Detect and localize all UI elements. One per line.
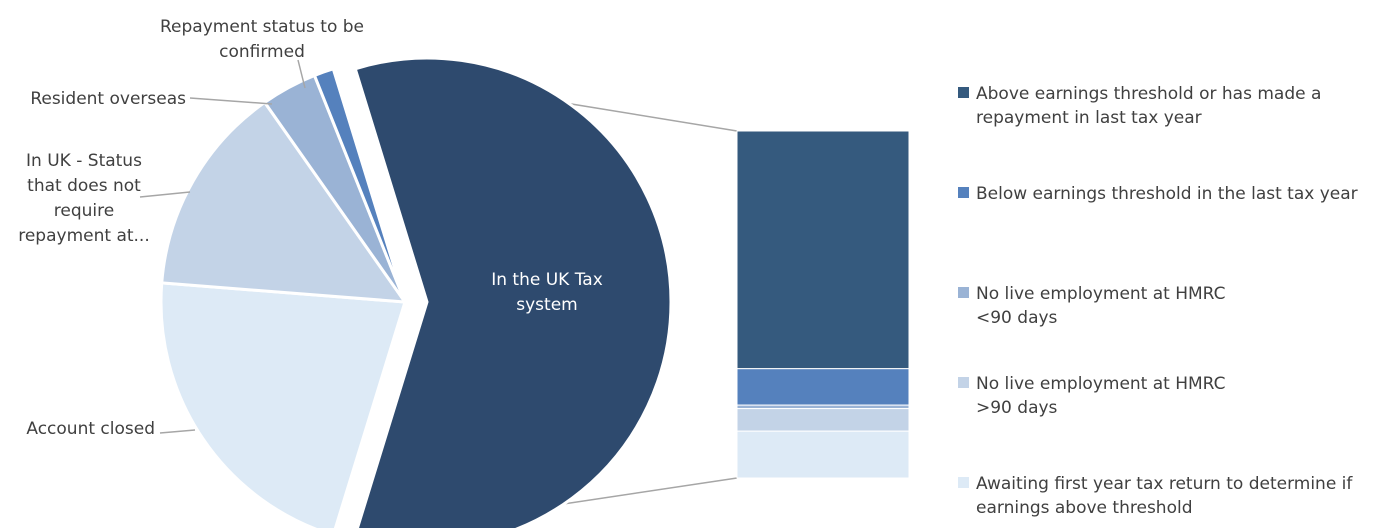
legend-item: Awaiting first year tax return to determ… xyxy=(958,472,1368,520)
bar-segment-below-earnings-threshold-in-the-last-tax-year xyxy=(736,368,910,406)
legend-label: Above earnings threshold or has made a re… xyxy=(976,84,1322,128)
legend-swatch xyxy=(958,287,969,298)
pie-label-account-closed: Account closed xyxy=(26,419,155,439)
pie-label-resident-overseas: Resident overseas xyxy=(30,89,186,109)
leader-line-account-closed xyxy=(159,429,196,434)
pie xyxy=(159,56,673,528)
legend-item: Below earnings threshold in the last tax… xyxy=(958,182,1368,206)
bar-segment-no-live-employment-at-hmrc-90-days xyxy=(736,408,910,432)
leader-lines xyxy=(139,59,306,434)
pie-label-in-uk-status-that-does-not-require-repayment-at: In UK - Status that does not require repaym… xyxy=(18,151,150,246)
pie-label-in-the-uk-tax-system: In the UK Tax system xyxy=(491,270,603,315)
pie-label-repayment-status-to-be-confirmed: Repayment status to be confirmed xyxy=(160,17,364,62)
bar-segment-awaiting-first-year-tax-return-to-determine-if-earnings-above-threshold xyxy=(736,430,910,479)
pie-slice-in-uk-status-that-does-not-require-repayment-at xyxy=(160,100,409,304)
pie-slice-repayment-status-to-be-confirmed xyxy=(312,66,407,303)
pie-labels: In the UK Tax system Account closed In UK -… xyxy=(18,17,603,439)
legend-label: No live employment at HMRC >90 days xyxy=(976,374,1226,418)
legend-label: Awaiting first year tax return to determ… xyxy=(976,474,1353,518)
leader-line-resident-overseas xyxy=(189,97,273,105)
stacked-bar xyxy=(736,130,910,479)
legend-label: Below earnings threshold in the last tax… xyxy=(976,184,1358,204)
legend-swatch xyxy=(958,377,969,388)
legend-swatch xyxy=(958,87,969,98)
legend-swatch xyxy=(958,477,969,488)
legend-swatch xyxy=(958,187,969,198)
legend-label: No live employment at HMRC <90 days xyxy=(976,284,1226,328)
legend-item: No live employment at HMRC <90 days xyxy=(958,282,1368,330)
pie-slice-account-closed xyxy=(159,281,407,528)
leader-line-in-uk-status-that-does-not-require-repayment-at xyxy=(139,191,191,198)
bar-segment-above-earnings-threshold-or-has-made-a-repayment-in-last-tax-year xyxy=(736,130,910,370)
legend-item: No live employment at HMRC >90 days xyxy=(958,372,1368,420)
leader-line-repayment-status-to-be-confirmed xyxy=(297,59,306,89)
legend-item: Above earnings threshold or has made a re… xyxy=(958,82,1368,130)
pie-slice-in-the-uk-tax-system xyxy=(353,56,673,528)
bar-segment-no-live-employment-at-hmrc-90-days xyxy=(736,404,910,410)
